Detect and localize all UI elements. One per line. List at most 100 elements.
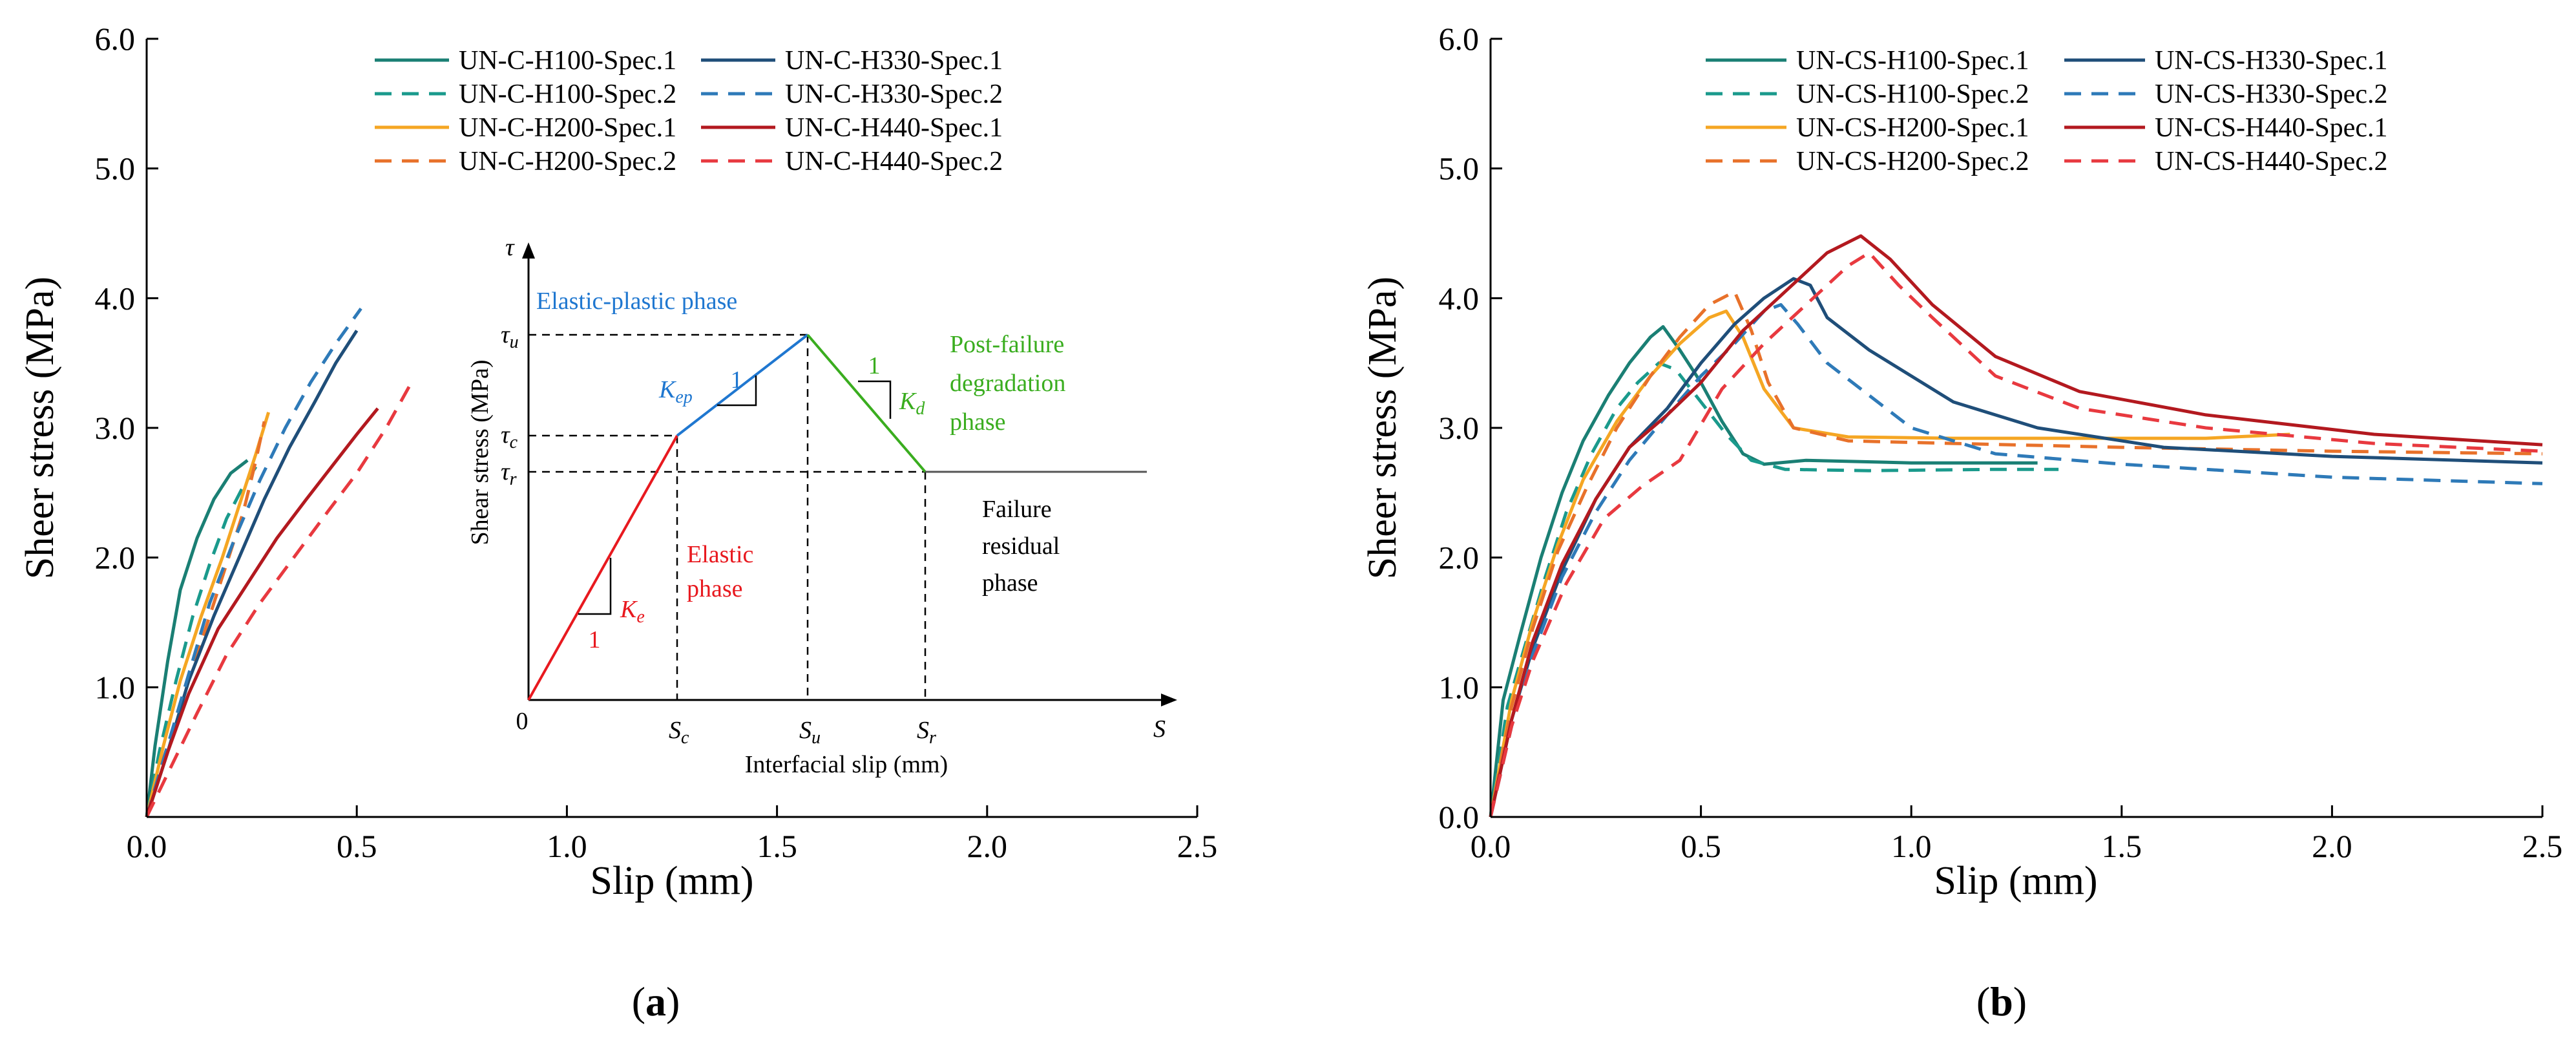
panel-b-series-un-cs-h100-spec-1 (1489, 325, 2038, 818)
panel-b-series-un-cs-h330-spec-1 (1489, 277, 2543, 818)
inset-elastic-line (527, 435, 678, 701)
panel-b-series-un-cs-h440-spec-2 (1489, 251, 2543, 818)
panel-b-ytick-label: 5.0 (1439, 151, 1480, 187)
panel-a-plot-area (145, 307, 413, 818)
panel-a-series-un-c-h440-spec-1 (145, 407, 379, 818)
panel-a-legend: UN-C-H100-Spec.1UN-C-H100-Spec.2 UN-C-H20… (375, 46, 1003, 176)
panel-b-chart: 0.0 0.5 1.0 1.5 2.0 2.50.01.02.03.04.05.06.0 … (1361, 21, 2562, 1024)
panel-a-series-un-c-h100-spec-2 (145, 465, 258, 818)
inset-post-label-2: degradation (950, 370, 1065, 397)
inset-elastic-label-1: Elastic (687, 541, 753, 568)
panel-b-ytick-label: 1.0 (1439, 669, 1480, 705)
panel-b-legend-label: UN-CS-H200-Spec.1 (1796, 113, 2029, 143)
panel-a-inset-diagram: τ S 0 Shear stress (MPa) Interfacial sli… (466, 234, 1177, 778)
panel-a-chart: 0.0 0.5 1.0 1.5 2.0 2.5 1.0 2.0 3.0 4.0 5.0 6.0 Sli… (18, 21, 1217, 1024)
inset-tau-u: τu (501, 321, 519, 352)
panel-b-ticks: 0.0 0.5 1.0 1.5 2.0 2.5 0.0 1.0 2.0 3.0 4.0 5.0 6.0 (1439, 21, 2563, 864)
inset-tau-c: τc (501, 421, 518, 452)
panel-b-plot-area (1489, 234, 2543, 818)
panel-b-xtick-label: 2.5 (2522, 828, 2563, 864)
inset-y-arrow (522, 242, 535, 259)
inset-kd-slope-triangle (858, 380, 892, 419)
panel-b-y-axis-label: Sheer stress (MPa) (1361, 277, 1405, 579)
panel-a-legend-label: UN-C-H200-Spec.2 (459, 147, 676, 176)
panel-a-legend-label: UN-C-H100-Spec.1 (459, 46, 676, 76)
panel-a-x-axis-label: Slip (mm) (590, 859, 753, 903)
inset-residual-label-2: residual (982, 533, 1060, 560)
panel-a-y-axis-label: Sheer stress (MPa) (18, 277, 62, 579)
panel-a-legend-label: UN-C-H100-Spec.2 (459, 79, 676, 109)
panel-b-series-un-cs-h200-spec-1 (1489, 309, 2290, 818)
panel-b-ytick-label: 6.0 (1439, 21, 1480, 57)
panel-a-ticks: 0.0 0.5 1.0 1.5 2.0 2.5 1.0 2.0 3.0 4.0 5.0 6.0 (95, 21, 1218, 864)
inset-kep-slope-triangle (717, 376, 757, 407)
panel-b-legend-label: UN-CS-H200-Spec.2 (1796, 147, 2029, 176)
panel-a-xtick-label: 2.0 (967, 828, 1008, 864)
panel-a-ytick-label: 4.0 (95, 280, 136, 316)
panel-b-legend-label: UN-CS-H330-Spec.2 (2155, 79, 2387, 109)
panel-a-series-un-c-h200-spec-1 (145, 412, 270, 818)
panel-b-xtick-label: 1.5 (2102, 828, 2142, 864)
inset-s-u: Su (799, 717, 821, 748)
panel-a-legend-label: UN-C-H200-Spec.1 (459, 113, 676, 143)
panel-a-xtick-label: 0.0 (127, 828, 167, 864)
panel-b-xtick-label: 0.5 (1681, 828, 1721, 864)
panel-a-legend-label: UN-C-H440-Spec.2 (785, 147, 1003, 176)
inset-ke-one: 1 (589, 626, 601, 653)
panel-b-legend-label: UN-CS-H440-Spec.1 (2155, 113, 2387, 143)
inset-kep-label: Kep (658, 376, 693, 407)
panel-b-legend-label: UN-CS-H330-Spec.1 (2155, 46, 2387, 76)
panel-b-legend-label: UN-CS-H100-Spec.2 (1796, 79, 2029, 109)
inset-y-label: Shear stress (MPa) (466, 359, 494, 545)
inset-ep-label: Elastic-plastic phase (536, 288, 737, 315)
inset-x-symbol: S (1153, 715, 1166, 743)
panel-a-ytick-label: 3.0 (95, 410, 136, 446)
panel-a-xtick-label: 1.0 (547, 828, 587, 864)
panel-a-series-un-c-h330-spec-2 (145, 307, 362, 818)
panel-a-ytick-label: 1.0 (95, 669, 136, 705)
inset-kep-one: 1 (731, 366, 743, 394)
panel-a-series-un-c-h330-spec-1 (145, 330, 359, 818)
panel-b-legend-label: UN-CS-H100-Spec.1 (1796, 46, 2029, 76)
panel-b-ytick-label: 0.0 (1439, 799, 1480, 835)
panel-a-legend-label: UN-C-H330-Spec.1 (785, 46, 1003, 76)
inset-x-label: Interfacial slip (mm) (745, 751, 948, 778)
inset-s-r: Sr (917, 717, 936, 748)
panel-b-legend-label: UN-CS-H440-Spec.2 (2155, 147, 2387, 176)
panel-b-xtick-label: 0.0 (1471, 828, 1511, 864)
panel-b-xtick-label: 1.0 (1891, 828, 1932, 864)
inset-residual-label-1: Failure (982, 496, 1052, 523)
inset-y-symbol: τ (505, 234, 515, 261)
panel-a-ytick-label: 6.0 (95, 21, 136, 57)
panel-b-ytick-label: 3.0 (1439, 410, 1480, 446)
inset-ke-slope-triangle (578, 558, 612, 615)
panel-b-xtick-label: 2.0 (2312, 828, 2352, 864)
panel-b-x-axis-label: Slip (mm) (1934, 859, 2097, 903)
panel-b-label: (b) (1976, 979, 2027, 1024)
panel-a-series-un-c-h440-spec-2 (145, 381, 413, 818)
inset-origin: 0 (516, 708, 529, 735)
panel-a-legend-label: UN-C-H330-Spec.2 (785, 79, 1003, 109)
inset-ke-label: Ke (620, 596, 645, 627)
inset-s-c: Sc (669, 717, 689, 748)
inset-post-label-3: phase (950, 408, 1006, 436)
panel-b-series-un-cs-h200-spec-2 (1489, 290, 2543, 818)
panel-b-series-un-cs-h440-spec-1 (1489, 234, 2543, 818)
inset-kd-label: Kd (899, 388, 925, 419)
inset-tau-r: τr (501, 458, 517, 489)
inset-degradation-line (806, 334, 927, 473)
inset-post-label-1: Post-failure (950, 331, 1064, 358)
panel-a-ytick-label: 2.0 (95, 540, 136, 576)
panel-a-ytick-label: 5.0 (95, 151, 136, 187)
panel-a-xtick-label: 0.5 (337, 828, 377, 864)
panel-b-legend: UN-CS-H100-Spec.1UN-CS-H100-Spec.2 UN-CS-… (1706, 46, 2387, 176)
panel-b-series-un-cs-h100-spec-2 (1489, 361, 2059, 818)
inset-elastic-plastic-line (676, 334, 809, 437)
panel-a-series-un-c-h100-spec-1 (145, 459, 249, 818)
panel-a-xtick-label: 2.5 (1177, 828, 1218, 864)
inset-x-arrow (1161, 694, 1177, 706)
panel-a-label: (a) (632, 979, 680, 1024)
inset-elastic-label-2: phase (687, 575, 743, 602)
panel-a-series-un-c-h200-spec-2 (145, 421, 266, 818)
